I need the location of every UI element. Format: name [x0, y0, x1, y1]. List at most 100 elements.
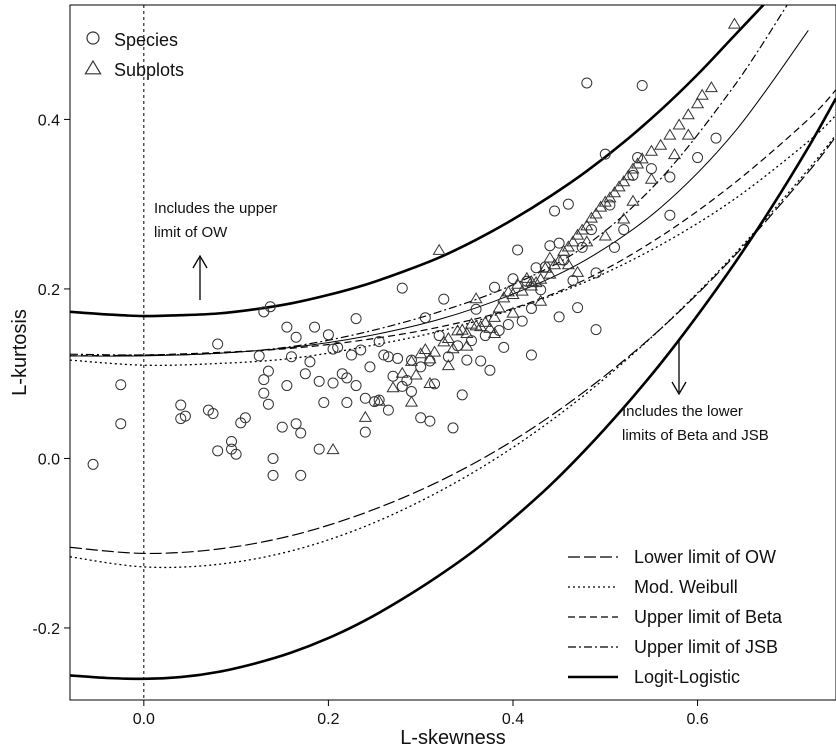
subplot-point [575, 223, 589, 235]
species-point [609, 241, 621, 253]
y-tick-label: 0.2 [38, 282, 60, 299]
species-point [239, 412, 251, 424]
species-point [313, 443, 325, 455]
subplot-point [414, 347, 428, 359]
species-point [350, 313, 362, 325]
subplot-point [524, 279, 539, 291]
y-tick-label: 0.0 [38, 451, 60, 468]
subplot-point [432, 243, 446, 255]
subplot-point [644, 172, 659, 184]
x-tick-label: 0.6 [686, 711, 708, 728]
species-point [253, 350, 265, 362]
subplot-point [395, 366, 409, 378]
species-point [502, 319, 514, 331]
subplot-point [589, 207, 603, 219]
arrow-down-icon [671, 381, 687, 396]
species-point [299, 368, 311, 380]
species-point [258, 387, 270, 399]
legend-label: Subplots [114, 60, 184, 80]
species-point [470, 303, 482, 315]
species-point [115, 418, 127, 430]
species-point [530, 262, 542, 274]
annotation-text: limits of Beta and JSB [622, 427, 769, 444]
subplot-point [404, 395, 419, 407]
subplot-point [418, 342, 432, 355]
subplot-point [566, 235, 580, 247]
species-point [212, 445, 224, 457]
subplot-point [663, 128, 677, 140]
legend-label: Upper limit of JSB [634, 637, 778, 657]
species-point [498, 341, 510, 353]
x-tick-label: 0.0 [133, 711, 155, 728]
subplot-point [492, 301, 506, 313]
species-point [295, 427, 307, 439]
species-point [507, 273, 519, 285]
species-point [285, 351, 297, 363]
species-point [364, 361, 376, 373]
subplot-point [621, 169, 635, 181]
curve-upper-limit-of-jsb [70, 5, 788, 356]
curve-upper-limit-of-beta [70, 89, 836, 357]
legend-label: Logit-Logistic [634, 667, 740, 687]
subplot-point [423, 352, 437, 364]
species-point [710, 132, 722, 144]
species-point [456, 389, 468, 401]
subplot-point [404, 354, 419, 366]
species-point [489, 281, 501, 293]
curve-mod-weibull-upper [70, 30, 809, 357]
species-point [355, 344, 367, 356]
annotation-text: limit of OW [154, 224, 228, 241]
species-point [262, 365, 274, 377]
annotation-text: Includes the upper [154, 200, 277, 217]
subplot-point [520, 271, 534, 283]
subplot-point [460, 339, 474, 351]
species-point [267, 469, 279, 481]
species-point [378, 349, 390, 361]
species-point [447, 422, 459, 434]
subplot-point [543, 267, 557, 279]
species-point [544, 240, 556, 252]
subplot-point [547, 258, 562, 270]
species-point [350, 380, 362, 392]
species-point [396, 282, 408, 294]
species-point [419, 312, 431, 324]
subplot-point [561, 258, 575, 270]
species-point [226, 435, 238, 447]
curve-logit-logistic-lower [70, 97, 836, 681]
subplot-point [534, 294, 548, 306]
subplot-point [557, 244, 571, 256]
x-tick-label: 0.4 [502, 711, 524, 728]
species-point [264, 301, 276, 313]
subplot-point [427, 345, 442, 357]
species-point [369, 396, 381, 408]
subplot-point [487, 326, 502, 338]
species-point [387, 370, 399, 382]
annotations: Includes the upper limit of OW Includes th… [154, 200, 769, 444]
species-point [604, 199, 616, 211]
species-point [581, 77, 593, 89]
legend-label: Species [114, 30, 178, 50]
subplot-point [681, 108, 695, 120]
species-point [87, 458, 99, 470]
x-axis-title: L-skewness [400, 727, 506, 749]
species-point [281, 321, 293, 333]
y-axis-title: L-kurtosis [9, 309, 31, 396]
subplot-point [474, 320, 488, 332]
subplot-point [580, 235, 594, 247]
species-point [525, 302, 537, 314]
species-point [179, 410, 191, 422]
subplot-point [672, 118, 686, 130]
subplot-point [358, 410, 372, 422]
species-point [382, 404, 394, 416]
subplot-point [667, 148, 682, 160]
subplot-point [580, 219, 594, 231]
species-point [341, 397, 353, 409]
legend-label: Mod. Weibull [634, 577, 738, 597]
legend-label: Upper limit of Beta [634, 607, 783, 627]
species-point [392, 352, 404, 364]
species-point [567, 274, 579, 286]
species-point [276, 421, 288, 433]
subplot-point [538, 261, 552, 273]
annotation-text: Includes the lower [622, 403, 743, 420]
subplot-point [584, 211, 599, 223]
